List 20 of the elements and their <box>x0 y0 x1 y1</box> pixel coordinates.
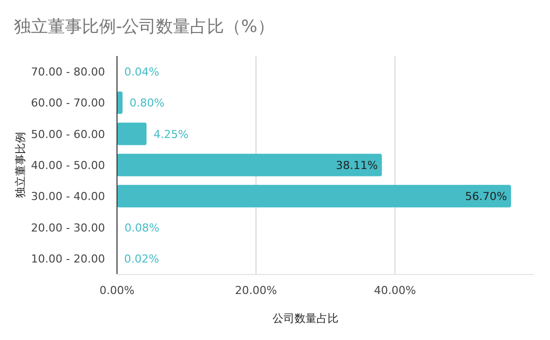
chart-title: 独立董事比例-公司数量占比（%） <box>14 17 274 37</box>
data-label: 0.80% <box>130 96 165 110</box>
y-tick-label: 20.00 - 30.00 <box>31 221 105 234</box>
y-tick-label: 30.00 - 40.00 <box>31 190 105 204</box>
y-axis-title: 独立董事比例 <box>14 132 27 198</box>
x-tick-label: 0.00% <box>100 284 134 297</box>
x-axis-title: 公司数量占比 <box>272 312 338 325</box>
y-tick-label: 40.00 - 50.00 <box>31 159 105 172</box>
data-label: 0.04% <box>124 66 160 79</box>
data-label: 56.70% <box>465 190 508 204</box>
y-tick-label: 10.00 - 20.00 <box>31 252 105 266</box>
x-tick-label: 40.00% <box>374 284 416 297</box>
data-label: 0.08% <box>124 221 160 234</box>
data-label: 0.02% <box>124 252 160 266</box>
data-label: 4.25% <box>154 128 188 141</box>
y-tick-label: 60.00 - 70.00 <box>31 96 105 110</box>
x-tick-label: 20.00% <box>235 284 277 297</box>
data-label: 38.11% <box>336 159 378 172</box>
y-tick-label: 50.00 - 60.00 <box>31 128 105 141</box>
y-tick-label: 70.00 - 80.00 <box>31 66 105 79</box>
